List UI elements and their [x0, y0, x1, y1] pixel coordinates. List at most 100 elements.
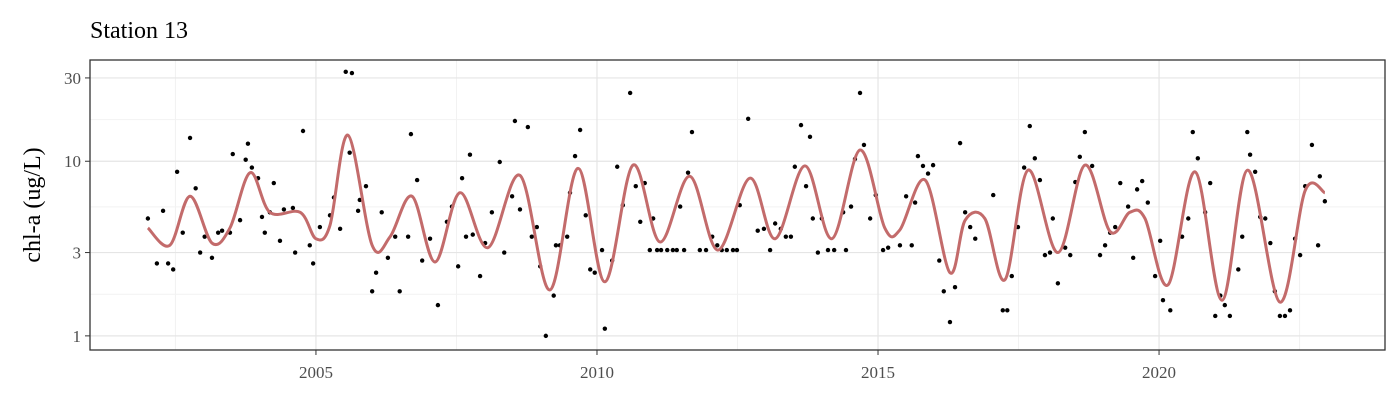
data-point — [1055, 281, 1061, 286]
data-point — [470, 232, 475, 237]
data-point — [843, 247, 849, 253]
data-point — [670, 247, 676, 253]
data-point — [564, 234, 570, 239]
data-point — [638, 219, 643, 225]
data-point — [1317, 174, 1323, 179]
data-point — [633, 183, 638, 189]
data-point — [408, 131, 414, 137]
data-point — [363, 183, 369, 189]
data-point — [685, 170, 691, 175]
data-point — [1245, 129, 1250, 135]
y-tick-label: 3 — [73, 244, 82, 263]
data-point — [1222, 302, 1228, 308]
data-point — [1009, 273, 1014, 279]
data-point — [165, 261, 171, 266]
data-point — [405, 234, 411, 239]
data-point — [414, 177, 420, 183]
data-point — [419, 258, 425, 263]
data-point — [807, 134, 813, 140]
data-point — [497, 159, 502, 165]
data-point — [373, 270, 379, 275]
y-axis-label: chl-a (ug/L) — [20, 147, 46, 262]
data-point — [489, 210, 495, 215]
data-point — [517, 207, 523, 212]
data-point — [215, 230, 221, 235]
data-point — [941, 289, 946, 294]
data-point — [930, 162, 936, 168]
data-point — [815, 250, 821, 255]
data-point — [572, 153, 578, 159]
data-point — [259, 214, 265, 220]
data-point — [1005, 308, 1010, 313]
data-point — [897, 243, 903, 248]
data-point — [962, 210, 968, 215]
data-point — [379, 210, 384, 215]
data-point — [730, 247, 736, 253]
data-point — [697, 247, 703, 253]
data-point — [509, 194, 515, 199]
data-point — [592, 270, 597, 275]
data-point — [160, 208, 166, 214]
data-point — [525, 124, 531, 130]
data-point — [831, 247, 837, 253]
data-point — [783, 234, 789, 239]
data-point — [534, 224, 540, 230]
plot-border — [89, 59, 1386, 351]
data-point — [1207, 180, 1213, 186]
data-point — [1077, 154, 1082, 160]
data-point — [689, 129, 695, 135]
data-point — [1139, 178, 1145, 184]
data-point — [343, 69, 348, 75]
data-point — [947, 319, 953, 325]
data-point — [1227, 313, 1233, 319]
data-point — [825, 247, 831, 253]
data-point — [467, 152, 473, 157]
data-point — [647, 247, 653, 253]
data-point — [337, 226, 343, 232]
data-point — [502, 250, 507, 255]
data-point — [271, 180, 276, 186]
data-point — [915, 153, 921, 159]
data-point — [967, 224, 973, 230]
data-point — [761, 226, 767, 232]
x-tick-label: 2005 — [299, 363, 333, 382]
data-point — [654, 247, 660, 253]
data-point — [665, 247, 670, 253]
data-point — [1236, 267, 1241, 272]
data-point — [307, 243, 312, 248]
data-point — [627, 90, 633, 96]
data-point — [1315, 243, 1321, 248]
data-point — [349, 70, 355, 76]
data-point — [1050, 216, 1056, 221]
data-point — [1021, 165, 1027, 170]
smooth-line — [146, 133, 1326, 304]
data-point — [867, 216, 873, 221]
data-point — [347, 150, 352, 155]
data-point — [553, 243, 559, 248]
data-point — [243, 157, 248, 162]
data-point — [857, 90, 863, 96]
data-point — [715, 243, 720, 248]
data-point — [187, 135, 193, 141]
data-point — [803, 183, 809, 189]
data-point — [1322, 199, 1328, 204]
data-point — [1168, 308, 1173, 313]
data-point — [973, 236, 978, 241]
data-point — [937, 258, 942, 263]
data-point — [681, 247, 687, 253]
data-point — [861, 142, 867, 148]
data-point — [912, 200, 918, 205]
data-point — [1102, 243, 1108, 248]
data-point — [1240, 234, 1245, 239]
data-point — [957, 140, 963, 146]
data-point — [1186, 216, 1191, 221]
data-point — [1068, 252, 1073, 258]
data-point — [209, 255, 215, 260]
data-point — [1089, 163, 1095, 169]
chart-title: Station 13 — [90, 18, 188, 44]
data-point — [512, 118, 518, 124]
data-point — [281, 207, 287, 212]
data-point — [925, 171, 931, 176]
data-point — [1247, 152, 1253, 157]
data-point — [1000, 308, 1005, 313]
